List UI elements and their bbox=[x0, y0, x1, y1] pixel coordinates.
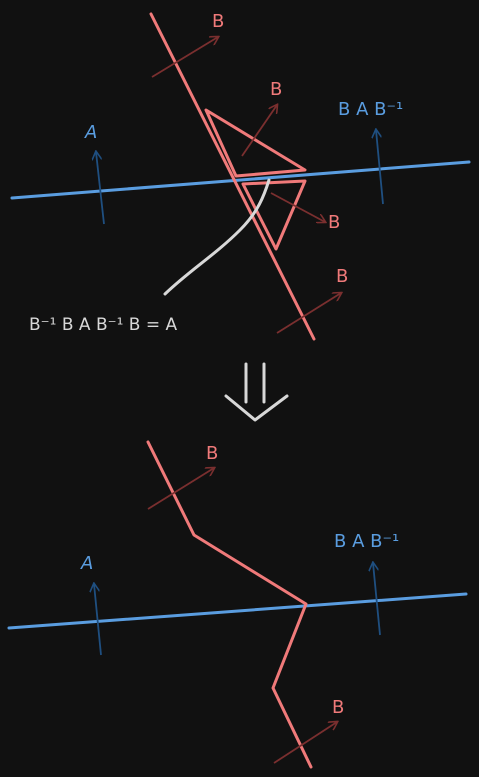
top-b-normal-arrow-1 bbox=[151, 37, 218, 78]
bottom-panel: B B A B A B⁻¹ bbox=[7, 440, 468, 769]
bottom-b-curve bbox=[146, 440, 313, 769]
top-b-label-2: B bbox=[270, 79, 282, 100]
top-b-normal-arrow-4 bbox=[276, 293, 341, 334]
top-b-normal-arrow-2 bbox=[241, 105, 277, 157]
top-b-normal-arrow-3 bbox=[270, 192, 325, 222]
top-a-curve bbox=[10, 160, 471, 200]
bottom-b-label-2: B bbox=[332, 697, 344, 718]
bottom-a-normal-arrow-left bbox=[94, 584, 102, 656]
top-b-loop-upper bbox=[204, 108, 307, 178]
bottom-b-normal-arrow-2 bbox=[273, 722, 337, 764]
bottom-a-label: A bbox=[80, 553, 93, 574]
bottom-b-label-1: B bbox=[206, 443, 218, 464]
annotation-pointer-curve bbox=[163, 178, 271, 296]
top-b-label-3: B bbox=[328, 212, 340, 233]
top-b-label-1: B bbox=[212, 11, 224, 32]
top-a-normal-arrow-left bbox=[96, 152, 105, 225]
top-b-curve bbox=[149, 12, 316, 341]
top-panel: B B B B A B A B⁻¹ B⁻¹ B A B⁻¹ B = A bbox=[10, 11, 471, 341]
top-conjugate-label: B A B⁻¹ bbox=[338, 99, 403, 120]
top-b-label-4: B bbox=[336, 266, 348, 287]
equation-label: B⁻¹ B A B⁻¹ B = A bbox=[29, 315, 178, 335]
bottom-a-normal-arrow-right bbox=[373, 563, 381, 636]
double-down-arrow-icon bbox=[224, 362, 289, 422]
top-b-loop-lower bbox=[241, 179, 307, 251]
top-a-normal-arrow-right bbox=[376, 130, 384, 205]
bottom-a-curve bbox=[7, 592, 468, 630]
bottom-conjugate-label: B A B⁻¹ bbox=[334, 531, 399, 552]
top-a-label: A bbox=[84, 122, 97, 143]
bottom-b-normal-arrow-1 bbox=[147, 468, 214, 510]
